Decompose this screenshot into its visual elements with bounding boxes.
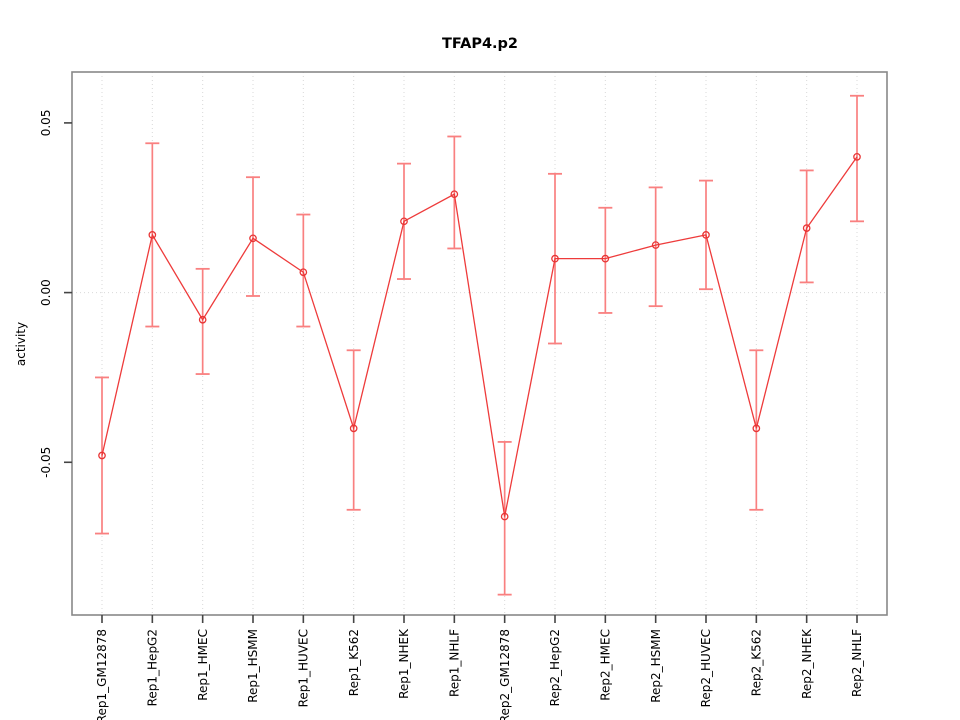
y-axis-label: activity: [14, 322, 28, 366]
data-point: [500, 512, 509, 521]
data-point: [450, 190, 459, 199]
x-tick-label: Rep2_NHLF: [850, 629, 864, 697]
data-point: [98, 451, 106, 460]
x-tick-label: Rep1_K562: [347, 629, 361, 696]
data-point: [198, 315, 207, 324]
data-point: [349, 424, 358, 433]
plot-box: [71, 71, 888, 616]
x-tick-label: Rep1_NHEK: [397, 628, 411, 699]
x-tick-label: Rep2_GM12878: [498, 629, 512, 720]
y-tick-label: 0.05: [39, 110, 53, 137]
data-point: [551, 254, 559, 263]
x-tick-label: Rep2_K562: [750, 629, 764, 696]
chart-title: TFAP4.p2: [442, 36, 518, 52]
plot-area: 0.05 0.00 -0.05 Rep1_GM12878 Rep1_HepG2 Rep1_…: [39, 71, 888, 720]
series-line: [101, 156, 858, 517]
data-point: [853, 152, 861, 161]
data-point: [148, 231, 157, 239]
x-tick-label: Rep1_HUVEC: [297, 629, 311, 707]
x-tick-label: Rep1_HepG2: [146, 629, 160, 706]
data-point: [249, 234, 257, 243]
data-point: [802, 224, 811, 232]
data-point: [400, 217, 408, 226]
data-point: [752, 424, 761, 433]
data-point: [702, 231, 710, 239]
x-tick-label: Rep2_HepG2: [548, 629, 562, 706]
data-point: [601, 254, 610, 263]
y-tick-label: 0.00: [39, 279, 53, 306]
x-tick-label: Rep2_HSMM: [649, 629, 663, 703]
x-tick-label: Rep1_HMEC: [196, 629, 210, 701]
data-point: [299, 268, 308, 277]
x-tick-label: Rep1_HSMM: [246, 629, 260, 703]
x-tick-label: Rep2_HMEC: [599, 629, 613, 701]
x-tick-label: Rep2_NHEK: [800, 628, 814, 699]
data-point: [651, 241, 660, 249]
x-tick-label: Rep1_GM12878: [95, 629, 109, 720]
y-tick-label: -0.05: [39, 447, 53, 478]
x-tick-label: Rep1_NHLF: [448, 629, 462, 697]
x-tick-label: Rep2_HUVEC: [699, 629, 713, 707]
